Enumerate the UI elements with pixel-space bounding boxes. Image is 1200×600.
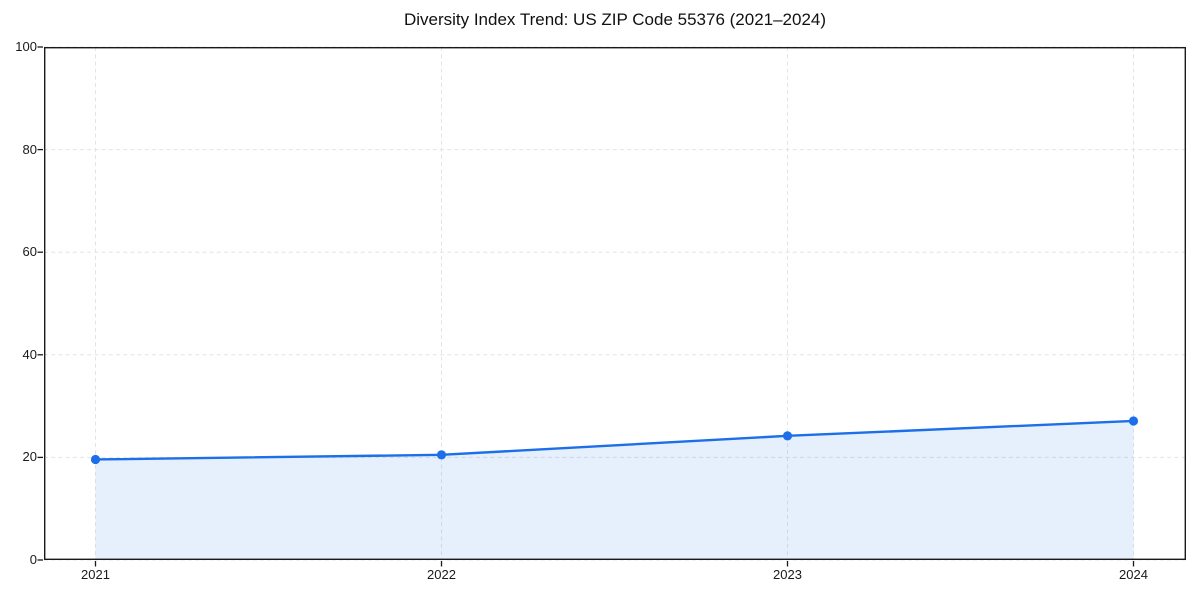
x-tick-label: 2024: [1119, 567, 1148, 582]
y-tick-label: 80: [22, 141, 37, 157]
x-tick-label: 2023: [773, 567, 802, 582]
x-tick-label: 2021: [81, 567, 110, 582]
chart-plot-area: [37, 46, 1186, 567]
data-point-2024: [1128, 416, 1139, 426]
y-tick-label: 40: [22, 346, 37, 362]
y-tick-label: 60: [22, 244, 37, 260]
data-point-2023: [782, 431, 793, 441]
data-point-2022: [436, 450, 447, 460]
trend-line: [94, 419, 1135, 461]
x-tick-label: 2022: [427, 567, 456, 582]
axes-frame: [43, 46, 1186, 561]
y-tick-label: 0: [29, 552, 37, 567]
y-tick-label: 100: [15, 39, 37, 54]
chart-title: Diversity Index Trend: US ZIP Code 55376…: [403, 10, 827, 29]
data-point-2021: [90, 454, 101, 465]
area-fill: [95, 420, 1134, 560]
y-tick-label: 20: [22, 449, 37, 465]
